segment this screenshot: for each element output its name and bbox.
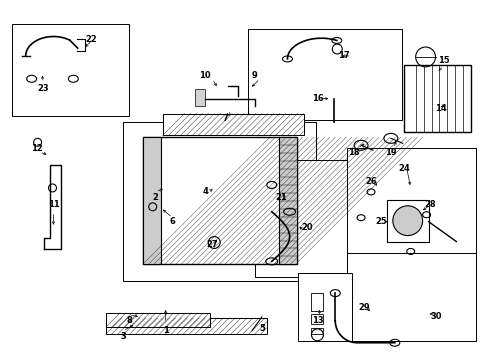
Bar	[142, 137, 161, 264]
Text: 11: 11	[47, 200, 59, 209]
Text: 28: 28	[424, 200, 435, 209]
Circle shape	[392, 206, 422, 235]
Text: 18: 18	[347, 148, 359, 157]
Bar	[278, 137, 296, 264]
Text: 5: 5	[259, 324, 264, 333]
Text: 23: 23	[38, 84, 49, 93]
Bar	[106, 313, 210, 327]
Bar	[142, 137, 296, 264]
Bar	[346, 148, 475, 277]
Text: 12: 12	[31, 144, 42, 153]
Text: 30: 30	[430, 312, 441, 321]
Text: 27: 27	[206, 240, 218, 249]
Text: 29: 29	[358, 302, 369, 311]
Bar	[106, 318, 266, 334]
Bar	[297, 273, 351, 341]
Text: 8: 8	[126, 316, 131, 325]
Text: 20: 20	[301, 223, 313, 232]
Text: 16: 16	[311, 94, 323, 103]
Bar	[122, 122, 316, 281]
Bar	[163, 113, 303, 135]
Text: 1: 1	[163, 326, 168, 335]
Text: 3: 3	[120, 332, 125, 341]
Text: 17: 17	[338, 51, 349, 60]
Bar	[12, 24, 129, 116]
Text: 21: 21	[275, 193, 287, 202]
Bar	[386, 200, 427, 242]
Text: 9: 9	[251, 71, 257, 80]
Text: 13: 13	[311, 316, 323, 325]
Bar	[311, 314, 323, 324]
Text: 10: 10	[199, 71, 211, 80]
Bar	[403, 65, 470, 132]
Bar	[254, 160, 348, 277]
Text: 4: 4	[202, 188, 208, 197]
Bar	[346, 253, 475, 341]
Text: 22: 22	[85, 35, 97, 44]
Text: 14: 14	[434, 104, 446, 113]
Polygon shape	[195, 89, 205, 105]
Bar	[247, 29, 401, 121]
Bar	[311, 328, 323, 334]
Text: 24: 24	[397, 163, 409, 172]
Bar	[311, 293, 323, 311]
Text: 26: 26	[365, 177, 376, 186]
Text: 19: 19	[384, 148, 396, 157]
Text: 2: 2	[152, 193, 158, 202]
Text: 7: 7	[222, 114, 227, 123]
Text: 15: 15	[437, 57, 448, 66]
Text: 25: 25	[374, 217, 386, 226]
Text: 6: 6	[169, 217, 175, 226]
